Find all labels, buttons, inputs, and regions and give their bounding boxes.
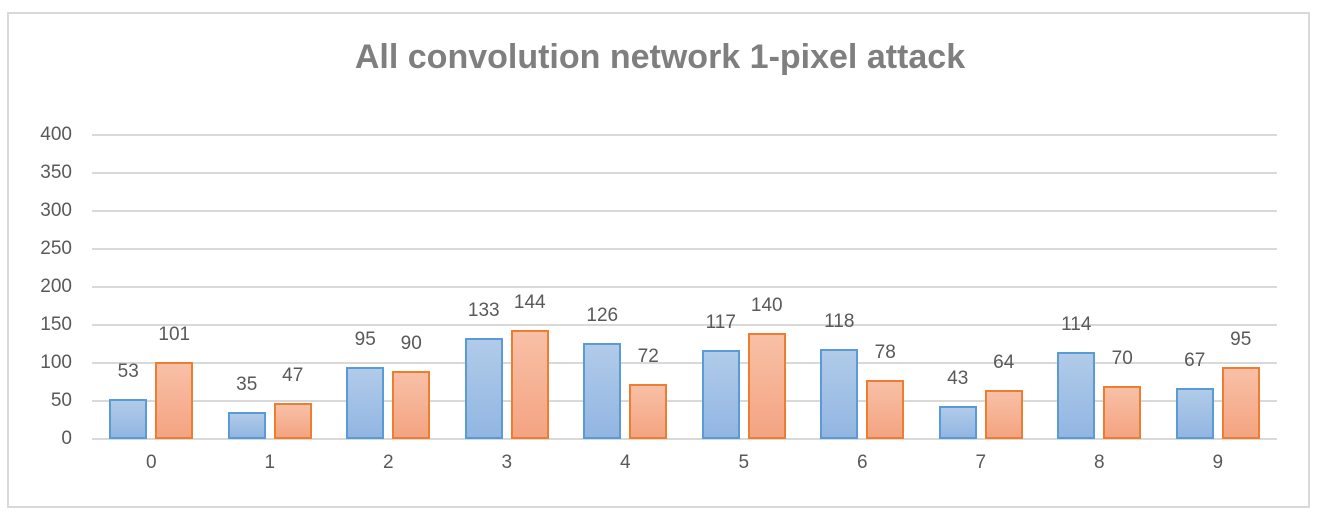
bar-series1-cat4: [583, 343, 622, 439]
y-tick-label: 150: [40, 314, 72, 335]
bar-series1-cat7: [938, 406, 977, 439]
data-label: 53: [117, 360, 139, 382]
bar-series1-cat9: [1175, 388, 1214, 439]
plot-area: 53 101 35 47 95 90 133 144 126 72 117 140 118 78 43 64 1…: [92, 134, 1277, 440]
bar-series2-cat0: [155, 362, 194, 439]
y-tick-label: 300: [40, 200, 72, 221]
bar-series2-cat3: [510, 329, 549, 439]
data-label: 133: [467, 299, 500, 321]
bar-series2-cat1: [273, 403, 312, 439]
x-tick-label: 6: [856, 452, 868, 473]
x-tick-label: 3: [501, 452, 513, 473]
bar-series2-cat8: [1103, 385, 1142, 439]
data-label: 70: [1111, 347, 1133, 369]
bar-series1-cat1: [227, 412, 266, 439]
bar-series2-cat4: [629, 384, 668, 439]
data-label: 118: [824, 311, 855, 333]
bar-series2-cat2: [392, 370, 431, 439]
x-tick-label: 4: [619, 452, 631, 473]
data-label: 67: [1184, 350, 1206, 372]
x-tick-label: 2: [382, 452, 394, 473]
gridline: [92, 324, 1277, 326]
gridline: [92, 438, 1277, 440]
x-tick-label: 9: [1212, 452, 1224, 473]
x-tick-label: 7: [975, 452, 987, 473]
data-label: 140: [750, 294, 783, 316]
gridline: [92, 210, 1277, 212]
gridline: [92, 400, 1277, 402]
y-tick-label: 250: [40, 238, 72, 259]
y-tick-label: 100: [40, 352, 72, 373]
bar-series1-cat5: [701, 350, 740, 439]
data-label: 114: [1061, 314, 1092, 336]
bar-series2-cat5: [747, 332, 786, 439]
data-label: 90: [400, 332, 422, 354]
x-tick-label: 1: [264, 452, 276, 473]
data-label: 117: [705, 312, 736, 334]
x-tick-label: 5: [738, 452, 750, 473]
data-label: 43: [947, 368, 969, 390]
data-label: 126: [586, 305, 619, 327]
gridline: [92, 362, 1277, 364]
data-label: 64: [993, 352, 1015, 374]
data-label: 101: [158, 324, 191, 346]
gridline: [92, 248, 1277, 250]
gridline: [92, 134, 1277, 136]
bar-series2-cat6: [866, 379, 905, 439]
gridline: [92, 286, 1277, 288]
chart-title: All convolution network 1-pixel attack: [354, 38, 966, 76]
data-label: 95: [1230, 328, 1252, 350]
bar-series2-cat7: [984, 390, 1023, 439]
y-tick-label: 0: [61, 428, 72, 449]
x-tick-label: 0: [145, 452, 157, 473]
bar-series2-cat9: [1221, 366, 1260, 439]
data-label: 35: [236, 374, 258, 396]
bar-series1-cat0: [109, 398, 148, 439]
y-tick-label: 350: [40, 162, 72, 183]
gridline: [92, 172, 1277, 174]
y-tick-label: 400: [40, 124, 72, 145]
bar-series1-cat6: [820, 349, 859, 439]
data-label: 78: [874, 341, 896, 363]
data-label: 95: [354, 328, 376, 350]
bar-series1-cat2: [346, 366, 385, 439]
data-label: 72: [637, 346, 659, 368]
bar-series1-cat3: [464, 337, 503, 439]
bar-series1-cat8: [1057, 352, 1096, 439]
y-tick-label: 200: [40, 276, 72, 297]
x-tick-label: 8: [1093, 452, 1105, 473]
y-tick-label: 50: [50, 390, 72, 411]
data-label: 47: [282, 365, 304, 387]
data-label: 144: [513, 291, 546, 313]
